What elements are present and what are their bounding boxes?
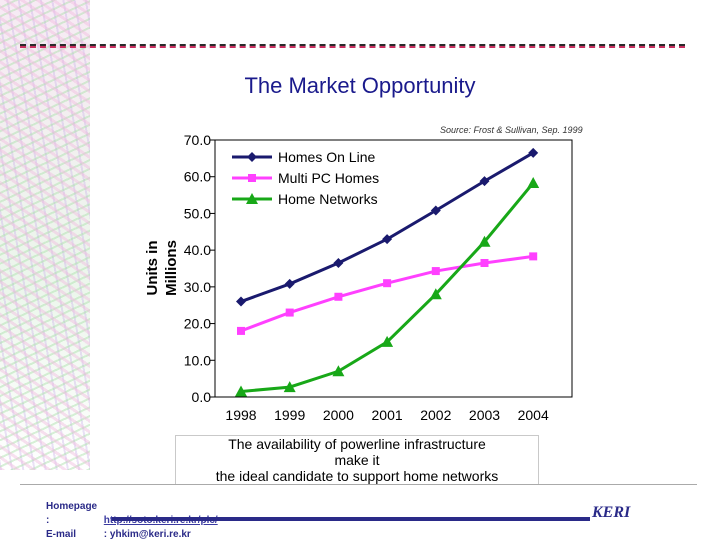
caption-line-3: the ideal candidate to support home netw… (215, 468, 499, 484)
legend-label-2: Multi PC Homes (278, 170, 379, 186)
keri-logo: KERI (592, 504, 631, 521)
data-point-series-1 (382, 234, 393, 245)
data-point-series-2 (529, 252, 538, 261)
data-point-series-2 (383, 279, 392, 288)
data-point-series-1 (528, 147, 539, 158)
data-point-series-1 (284, 278, 295, 289)
legend-label-1: Homes On Line (278, 149, 375, 165)
data-point-series-3 (283, 381, 296, 393)
y-tick-label: 20.0 (184, 316, 211, 332)
data-point-series-3 (332, 365, 345, 377)
homepage-label: Homepage : (46, 501, 98, 526)
data-point-series-3 (235, 385, 247, 397)
legend-marker-1 (247, 152, 257, 162)
decorative-background-strip (0, 0, 90, 470)
x-tick-label: 1999 (274, 407, 305, 423)
data-point-series-1 (479, 176, 490, 187)
x-tick-label: 2001 (372, 407, 403, 423)
source-note: Source: Frost & Sullivan, Sep. 1999 (440, 125, 583, 135)
legend-label-3: Home Networks (278, 191, 378, 207)
data-point-series-1 (236, 296, 246, 307)
y-tick-label: 10.0 (184, 352, 211, 368)
x-tick-label: 1998 (225, 407, 256, 423)
x-tick-label: 2000 (323, 407, 354, 423)
data-point-series-2 (237, 326, 245, 335)
email-address[interactable]: yhkim@keri.re.kr (109, 529, 191, 540)
y-tick-label: 50.0 (184, 205, 211, 221)
caption-line-1: The availability of powerline infrastruc… (228, 436, 486, 452)
x-tick-label: 2002 (420, 407, 451, 423)
data-point-series-3 (478, 235, 491, 247)
series-line-2 (240, 254, 534, 333)
data-point-series-1 (333, 257, 344, 268)
data-point-series-2 (480, 258, 489, 267)
y-tick-label: 0.0 (192, 389, 212, 405)
y-tick-label: 60.0 (184, 169, 211, 185)
caption-line-2: make it (334, 452, 380, 468)
caption-box: The availability of powerline infrastruc… (175, 435, 539, 485)
legend-marker-3 (246, 193, 258, 204)
data-point-series-2 (334, 292, 343, 301)
footer-bar (112, 517, 590, 521)
legend-marker-2 (248, 174, 256, 182)
slide-title: The Market Opportunity (244, 73, 476, 98)
data-point-series-1 (430, 205, 441, 216)
x-tick-label: 2003 (469, 407, 500, 423)
y-axis-label-line-2: Millions (163, 240, 180, 296)
y-tick-label: 40.0 (184, 242, 211, 258)
footer-divider (20, 484, 697, 485)
data-point-series-2 (285, 308, 294, 317)
top-divider (20, 44, 685, 48)
y-axis-label-line-1: Units in (144, 241, 161, 296)
x-tick-label: 2004 (518, 407, 549, 423)
data-point-series-2 (431, 267, 440, 276)
y-tick-label: 30.0 (184, 279, 211, 295)
footer: Homepage : http://soto.keri.re.kr/plc/ E… (46, 500, 218, 542)
plot-frame (214, 139, 573, 398)
email-label: E-mail (46, 529, 77, 540)
data-point-series-3 (429, 288, 442, 300)
y-tick-label: 70.0 (184, 132, 211, 148)
email-separator: : (103, 529, 108, 540)
data-point-series-3 (381, 335, 394, 347)
data-point-series-3 (527, 176, 540, 188)
